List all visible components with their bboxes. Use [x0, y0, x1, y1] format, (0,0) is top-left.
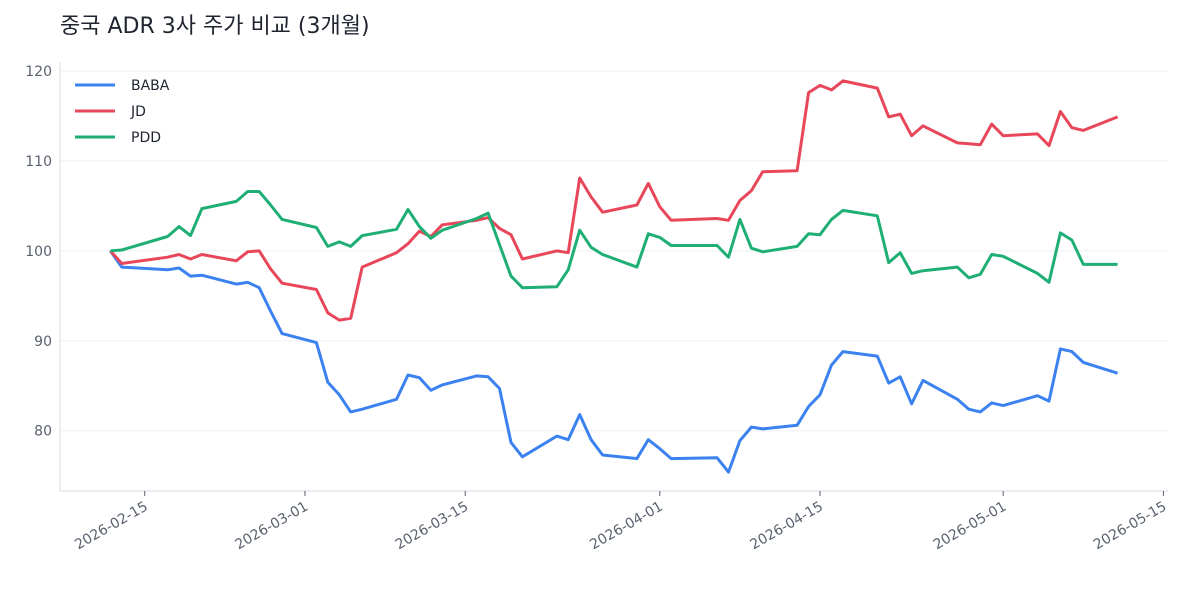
x-tick-label: 2026-03-01 — [232, 499, 310, 554]
y-tick-label: 120 — [25, 64, 52, 80]
y-tick-label: 110 — [25, 154, 52, 170]
legend-label: PDD — [131, 130, 161, 146]
y-tick-label: 100 — [25, 244, 52, 260]
line — [109, 250, 1119, 474]
x-tick-label: 2026-05-15 — [1091, 499, 1169, 554]
x-tick-label: 2026-03-15 — [393, 499, 471, 554]
legend-label: JD — [130, 104, 146, 120]
y-tick-label: 90 — [34, 334, 52, 350]
x-tick-label: 2026-05-01 — [931, 499, 1009, 554]
line — [109, 79, 1119, 322]
x-tick-label: 2026-04-01 — [587, 499, 665, 554]
x-tick-label: 2026-02-15 — [72, 499, 150, 554]
y-tick-label: 80 — [34, 424, 52, 440]
chart-title: 중국 ADR 3사 주가 비교 (3개월) — [60, 14, 370, 39]
legend-label: BABA — [131, 78, 170, 94]
x-tick-label: 2026-04-15 — [748, 499, 826, 554]
line — [110, 190, 1118, 290]
